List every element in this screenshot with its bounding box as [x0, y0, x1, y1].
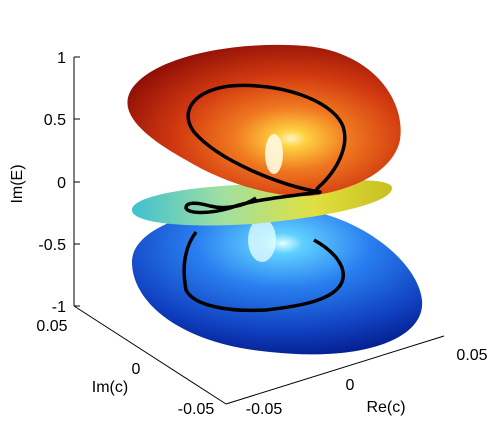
- x-axis-line: [225, 335, 445, 405]
- z-ticks: [74, 56, 80, 307]
- x-tick-label: 0.05: [456, 347, 487, 364]
- x-tick-label: -0.05: [246, 401, 283, 418]
- y-tick-label: 0.05: [36, 318, 67, 335]
- bottom-highlight: [248, 218, 276, 262]
- x-tick-label: 0: [346, 377, 355, 394]
- bottom-surface: [132, 206, 423, 355]
- curve-bottom-loop: [182, 230, 345, 313]
- z-tick-label: -0.5: [38, 237, 66, 254]
- curve-top-loop: [186, 83, 347, 195]
- z-tick-label: 1: [57, 50, 66, 67]
- x-axis-label: Re(c): [366, 399, 405, 416]
- y-tick-labels: 0.05 0 -0.05: [36, 318, 214, 418]
- z-tick-label: -1: [52, 299, 66, 316]
- top-surface: [127, 44, 401, 197]
- y-tick-label: -0.05: [178, 401, 215, 418]
- top-highlight: [265, 134, 283, 174]
- z-tick-label: 0.5: [44, 112, 66, 129]
- curve: [182, 83, 347, 313]
- z-tick-labels: 1 0.5 0 -0.5 -1: [38, 50, 66, 316]
- z-axis-label: Im(E): [9, 164, 26, 203]
- curve-middle-segment: [184, 190, 321, 215]
- y-axis-line: [73, 305, 227, 405]
- y-tick-label: 0: [132, 361, 141, 378]
- y-axis-label: Im(c): [92, 379, 128, 396]
- z-tick-label: 0: [57, 175, 66, 192]
- x-tick-labels: -0.05 0 0.05: [246, 347, 488, 418]
